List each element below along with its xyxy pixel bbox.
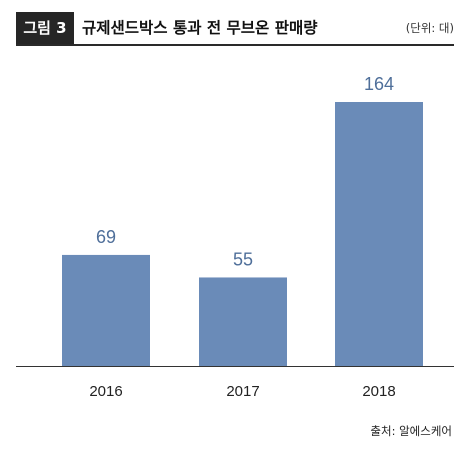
bar-2016: [62, 254, 150, 366]
unit-label: (단위: 대): [405, 21, 454, 35]
chart-header: 그림 3 규제샌드박스 통과 전 무브온 판매량 (단위: 대): [16, 12, 454, 44]
source-note: 출처: 알에스케어: [370, 424, 452, 438]
bar-2017: [199, 277, 287, 366]
chart-title: 규제샌드박스 통과 전 무브온 판매량: [82, 19, 318, 37]
data-label-2018: 164: [364, 74, 394, 94]
data-label-2017: 55: [233, 249, 253, 269]
bar-2018: [335, 102, 423, 366]
x-tick-label-2018: 2018: [362, 383, 395, 400]
figure-label: 그림 3: [16, 12, 74, 44]
header-divider: [16, 44, 454, 46]
x-tick-label-2017: 2017: [226, 383, 259, 400]
x-tick-label-2016: 2016: [89, 383, 122, 400]
data-label-2016: 69: [96, 227, 116, 247]
